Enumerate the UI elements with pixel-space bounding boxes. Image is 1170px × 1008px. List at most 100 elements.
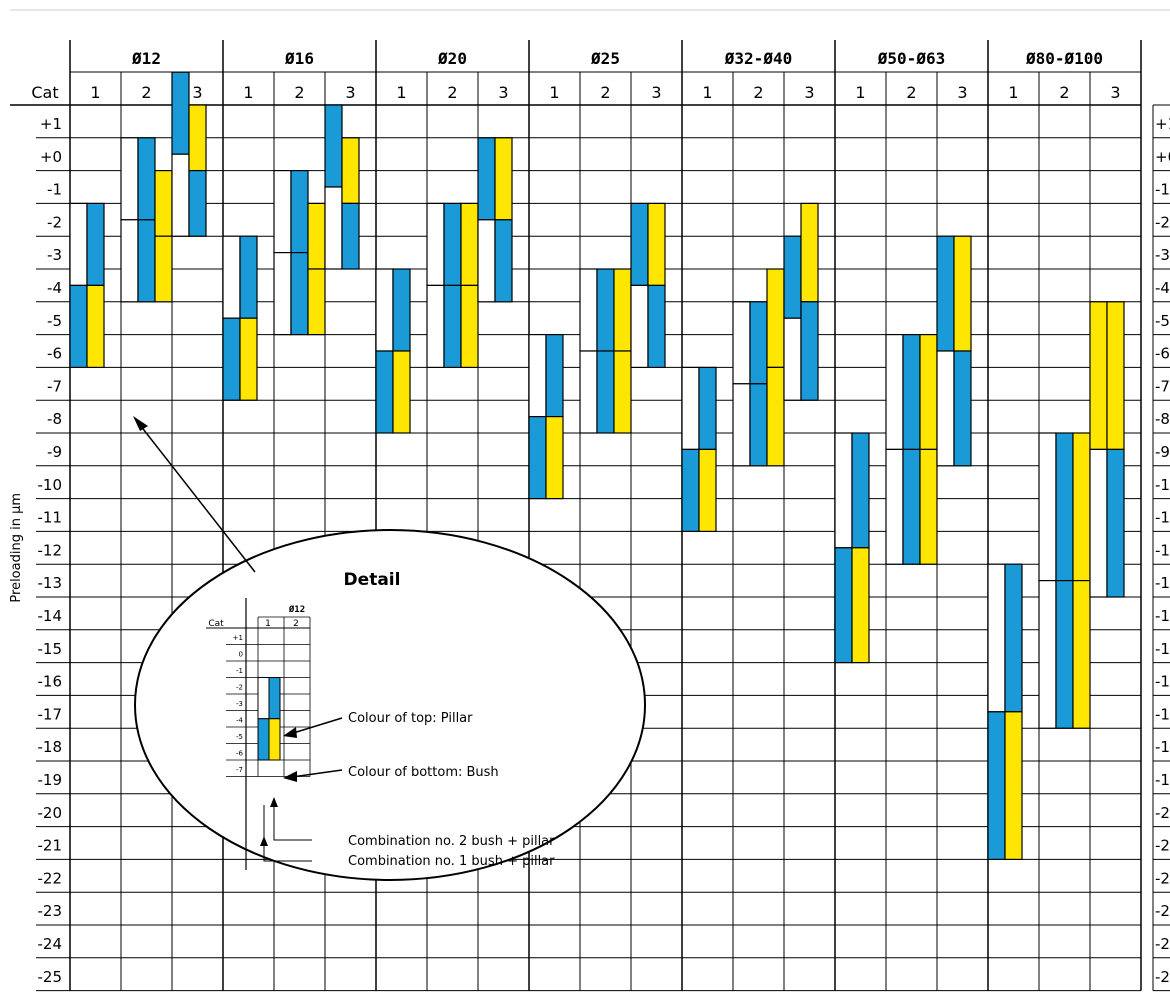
bar-bottom-segment — [1004, 711, 1023, 860]
bar-top-segment — [936, 235, 955, 352]
bar-top-segment — [902, 334, 921, 451]
note-bottom-arrow — [291, 769, 343, 778]
bar-bottom-segment — [783, 317, 802, 401]
y-tick-label-right: -14 — [1155, 607, 1170, 625]
bar-bottom-segment — [936, 350, 955, 467]
bar-top-segment — [596, 268, 615, 352]
y-axis-label: Preloading in µm — [9, 493, 24, 603]
bar-top-segment — [69, 202, 88, 286]
y-tick-label: -5 — [47, 312, 62, 330]
bar-bottom-segment — [460, 284, 479, 368]
y-tick-label: -6 — [47, 345, 62, 363]
combo1-leader — [263, 805, 312, 862]
bar-top-segment — [324, 104, 343, 188]
combo2-arrowhead — [270, 797, 278, 807]
y-tick-label-right: -23 — [1155, 902, 1170, 920]
detail-pointer-arrowhead — [133, 416, 148, 431]
mini-bar-segment — [268, 677, 281, 720]
bar-top-segment — [392, 268, 411, 352]
bar-top-segment — [154, 170, 173, 237]
bar-top-segment — [1038, 432, 1057, 582]
group-header: Ø50-Ø63 — [877, 49, 945, 68]
bar-bottom-segment — [120, 219, 139, 303]
detail-title: Detail — [344, 570, 401, 590]
bar-bottom-segment — [1055, 579, 1074, 729]
mini-cat-label: Cat — [208, 619, 224, 629]
y-tick-label: -16 — [38, 673, 63, 691]
bar-top-segment — [460, 202, 479, 286]
cat-number: 1 — [1008, 83, 1018, 102]
note-top: Colour of top: Pillar — [348, 711, 473, 726]
y-tick-label-right: -24 — [1155, 935, 1170, 953]
bar-bottom-segment — [766, 366, 785, 467]
bar-bottom-segment — [545, 416, 564, 500]
bar-bottom-segment — [749, 383, 768, 467]
y-tick-label: -25 — [38, 968, 63, 986]
bar-top-segment — [1089, 301, 1108, 450]
note-bottom-arrowhead — [283, 771, 297, 782]
y-tick-label-right: -22 — [1155, 869, 1170, 887]
y-tick-label-right: -16 — [1155, 673, 1170, 691]
note-bottom: Colour of bottom: Bush — [348, 765, 499, 780]
y-tick-label: -21 — [38, 837, 63, 855]
bar-bottom-segment — [477, 219, 496, 303]
detail-ellipse — [134, 529, 646, 881]
bar-bottom-segment — [1072, 579, 1091, 729]
bar-top-segment — [1004, 563, 1023, 713]
bar-top-segment — [273, 170, 292, 254]
y-tick-label-right: -5 — [1155, 312, 1170, 330]
note-combo2: Combination no. 2 bush + pillar — [348, 834, 555, 849]
bar-bottom-segment — [613, 350, 632, 434]
y-tick-label-right: -6 — [1155, 345, 1170, 363]
bar-top-segment — [613, 268, 632, 352]
y-tick-label-right: -9 — [1155, 443, 1170, 461]
cat-number: 1 — [396, 83, 406, 102]
group-header: Ø20 — [437, 49, 467, 68]
y-tick-label: -15 — [38, 640, 63, 658]
y-tick-label: +0 — [40, 148, 62, 166]
bar-bottom-segment — [1106, 448, 1125, 598]
y-tick-label-right: -10 — [1155, 476, 1170, 494]
bar-bottom-segment — [324, 186, 343, 270]
y-tick-label: -24 — [38, 935, 63, 953]
y-tick-label-right: -20 — [1155, 804, 1170, 822]
bar-bottom-segment — [222, 317, 241, 401]
bar-top-segment — [579, 268, 598, 352]
mini-tick-label: -1 — [236, 667, 243, 675]
bar-top-segment — [783, 235, 802, 319]
y-tick-label-right: -17 — [1155, 705, 1170, 723]
bar-top-segment — [443, 202, 462, 286]
mini-bar-segment — [268, 718, 281, 761]
bar-top-segment — [426, 202, 445, 286]
bar-top-segment — [698, 366, 717, 450]
bar-top-segment — [494, 137, 513, 221]
y-tick-label-right: -18 — [1155, 738, 1170, 756]
combo2-leader — [273, 800, 312, 841]
bar-bottom-segment — [375, 350, 394, 434]
cat-number: 3 — [957, 83, 967, 102]
y-tick-label-right: -25 — [1155, 968, 1170, 986]
cat-label: Cat — [31, 83, 58, 102]
y-tick-label: -20 — [38, 804, 63, 822]
y-tick-label: -1 — [47, 181, 62, 199]
cat-number: 3 — [651, 83, 661, 102]
note-top-arrowhead — [283, 727, 297, 738]
bar-bottom-segment — [902, 448, 921, 565]
y-tick-label-right: -19 — [1155, 771, 1170, 789]
y-tick-label-right: -4 — [1155, 279, 1170, 297]
mini-tick-label: -6 — [236, 750, 244, 758]
mini-group-header: Ø12 — [288, 604, 305, 615]
bar-bottom-segment — [596, 350, 615, 434]
cat-number: 2 — [294, 83, 304, 102]
y-tick-label-right: -7 — [1155, 377, 1170, 395]
group-header: Ø32-Ø40 — [724, 49, 792, 68]
group-header: Ø25 — [590, 49, 620, 68]
bar-bottom-segment — [630, 284, 649, 368]
bar-top-segment — [171, 71, 190, 155]
bar-bottom-segment — [885, 448, 904, 565]
bar-top-segment — [851, 432, 870, 549]
bar-bottom-segment — [987, 711, 1006, 860]
bar-top-segment — [477, 137, 496, 221]
bar-top-segment — [1055, 432, 1074, 582]
